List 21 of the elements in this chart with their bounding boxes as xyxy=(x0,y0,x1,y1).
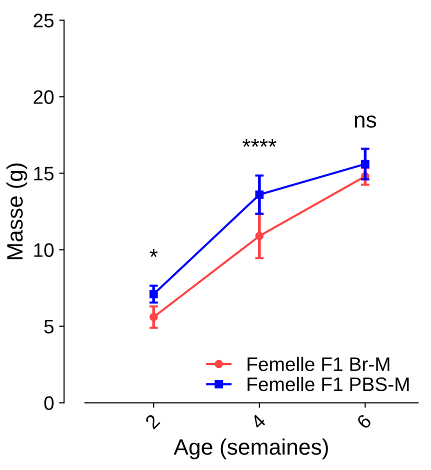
point xyxy=(255,190,264,199)
y-tick-label: 10 xyxy=(34,243,54,257)
x-tick-label: 2 xyxy=(144,414,160,430)
legend-label: Femelle F1 Br-M xyxy=(248,356,390,372)
y-axis-title: Masse (g) xyxy=(6,163,28,260)
y-tick-label: 20 xyxy=(34,90,54,104)
legend-label: Femelle F1 PBS-M xyxy=(248,376,409,392)
point xyxy=(255,232,264,240)
x-axis-title: Age (semaines) xyxy=(174,438,328,460)
point xyxy=(361,160,370,168)
x-tick-label: 6 xyxy=(356,413,372,430)
x-tick-label: 4 xyxy=(250,413,266,430)
annotation: ns xyxy=(354,116,376,128)
point xyxy=(149,312,158,322)
y-tick-label: 5 xyxy=(44,320,54,334)
annotation: **** xyxy=(242,138,276,147)
y-tick-label: 0 xyxy=(44,396,54,410)
annotation: * xyxy=(150,249,158,257)
y-tick-label: 15 xyxy=(34,166,54,180)
point xyxy=(149,290,158,298)
y-tick-label: 25 xyxy=(34,14,54,28)
